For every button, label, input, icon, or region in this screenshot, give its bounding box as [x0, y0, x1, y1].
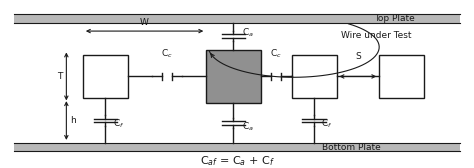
Text: C$_f$: C$_f$ — [321, 118, 333, 130]
Text: h: h — [70, 116, 76, 125]
Text: T: T — [57, 72, 63, 81]
Text: C$_a$: C$_a$ — [242, 27, 254, 39]
Bar — [292, 55, 337, 98]
Text: C$_a$: C$_a$ — [242, 120, 254, 133]
Text: S: S — [355, 52, 361, 61]
Bar — [14, 143, 460, 151]
Text: C$_c$: C$_c$ — [161, 48, 173, 60]
Bar — [379, 55, 424, 98]
Text: C$_f$: C$_f$ — [112, 118, 124, 130]
Text: Bottom Plate: Bottom Plate — [322, 143, 381, 152]
Text: Top Plate: Top Plate — [374, 14, 415, 23]
Text: C$_{af}$ = C$_{a}$ + C$_{f}$: C$_{af}$ = C$_{a}$ + C$_{f}$ — [200, 154, 274, 168]
Bar — [14, 14, 460, 23]
Text: W: W — [140, 18, 149, 27]
Bar — [206, 50, 261, 103]
Text: C$_c$: C$_c$ — [270, 48, 282, 60]
Text: Wire under Test: Wire under Test — [341, 31, 412, 40]
Bar — [83, 55, 128, 98]
